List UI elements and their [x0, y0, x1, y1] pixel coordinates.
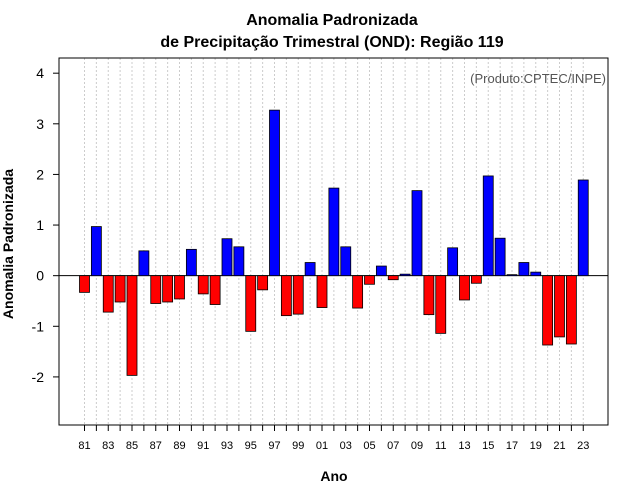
bar-14 — [470, 275, 482, 284]
x-tick-label: 01 — [316, 440, 328, 452]
bar-09 — [411, 190, 423, 277]
x-axis-label: Ano — [320, 468, 347, 484]
bar-99 — [292, 275, 304, 315]
x-tick-label: 93 — [221, 440, 233, 452]
grid — [84, 58, 584, 425]
x-tick-label: 03 — [340, 440, 352, 452]
bar-02 — [328, 187, 340, 277]
y-tick-label: 1 — [36, 217, 44, 233]
credit-annotation: (Produto:CPTEC/INPE) — [470, 71, 606, 86]
y-axis-label: Anomalia Padronizada — [0, 169, 16, 319]
x-tick-label: 81 — [78, 440, 90, 452]
x-tick-label: 91 — [197, 440, 209, 452]
x-tick-label: 05 — [363, 440, 375, 452]
bar-91 — [197, 275, 209, 295]
bar-12 — [447, 247, 459, 277]
x-tick-label: 09 — [411, 440, 423, 452]
x-tick-label: 15 — [482, 440, 494, 452]
y-tick-label: 0 — [36, 268, 44, 284]
chart-title: Anomalia Padronizada — [246, 12, 418, 29]
x-tick-label: 17 — [506, 440, 518, 452]
x-tick-label: 19 — [530, 440, 542, 452]
x-tick-label: 83 — [102, 440, 114, 452]
y-tick-label: 4 — [36, 65, 44, 81]
bar-23 — [577, 179, 589, 277]
bar-16 — [494, 237, 506, 277]
bar-84 — [114, 275, 126, 303]
y-tick-label: -2 — [32, 369, 45, 385]
bar-07 — [387, 275, 399, 281]
bar-03 — [340, 246, 352, 277]
y-tick-label: -1 — [32, 318, 45, 334]
bar-06 — [375, 265, 387, 277]
x-tick-label: 11 — [435, 440, 446, 452]
bar-96 — [257, 275, 269, 291]
bar-92 — [209, 275, 221, 305]
bar-05 — [364, 275, 375, 285]
bar-85 — [126, 275, 138, 376]
bars — [79, 109, 589, 376]
bar-83 — [102, 275, 114, 313]
bar-21 — [554, 275, 565, 338]
y-tick-label: 2 — [36, 166, 44, 182]
x-tick-label: 85 — [126, 440, 138, 452]
bar-11 — [435, 275, 447, 334]
x-tick-label: 89 — [173, 440, 185, 452]
y-axis: -2 -1 0 1 2 3 4 — [32, 65, 59, 385]
bar-98 — [280, 275, 292, 317]
bar-20 — [542, 275, 554, 346]
bar-97 — [269, 109, 280, 277]
bar-13 — [459, 275, 470, 301]
bar-90 — [185, 248, 197, 277]
x-tick-label: 87 — [150, 440, 162, 452]
x-tick-label: 07 — [387, 440, 399, 452]
x-tick-label: 99 — [292, 440, 304, 452]
bar-18 — [518, 262, 530, 277]
bar-22 — [565, 275, 577, 345]
chart-subtitle: de Precipitação Trimestral (OND): Região… — [160, 34, 503, 51]
bar-81 — [79, 275, 90, 293]
x-axis: 81 83 85 87 89 91 93 95 97 99 01 03 05 07 09 11 13 15 17 19… — [78, 425, 589, 452]
x-tick-label: 97 — [268, 440, 280, 452]
x-tick-label: 21 — [553, 440, 565, 452]
bar-82 — [90, 226, 102, 277]
x-tick-label: 13 — [458, 440, 470, 452]
bar-88 — [162, 275, 174, 303]
y-tick-label: 3 — [36, 116, 44, 132]
bar-93 — [221, 238, 233, 277]
bar-89 — [174, 275, 185, 300]
bar-00 — [304, 262, 316, 277]
bar-04 — [352, 275, 364, 309]
x-tick-label: 23 — [577, 440, 589, 452]
bar-17 — [506, 274, 518, 277]
bar-15 — [482, 175, 494, 277]
bar-94 — [233, 246, 245, 277]
bar-10 — [423, 275, 435, 316]
bar-86 — [138, 250, 150, 277]
bar-08 — [399, 273, 411, 277]
bar-01 — [316, 275, 328, 308]
bar-95 — [245, 275, 257, 332]
bar-87 — [150, 275, 162, 304]
x-tick-label: 95 — [245, 440, 257, 452]
bar-19 — [530, 271, 542, 277]
